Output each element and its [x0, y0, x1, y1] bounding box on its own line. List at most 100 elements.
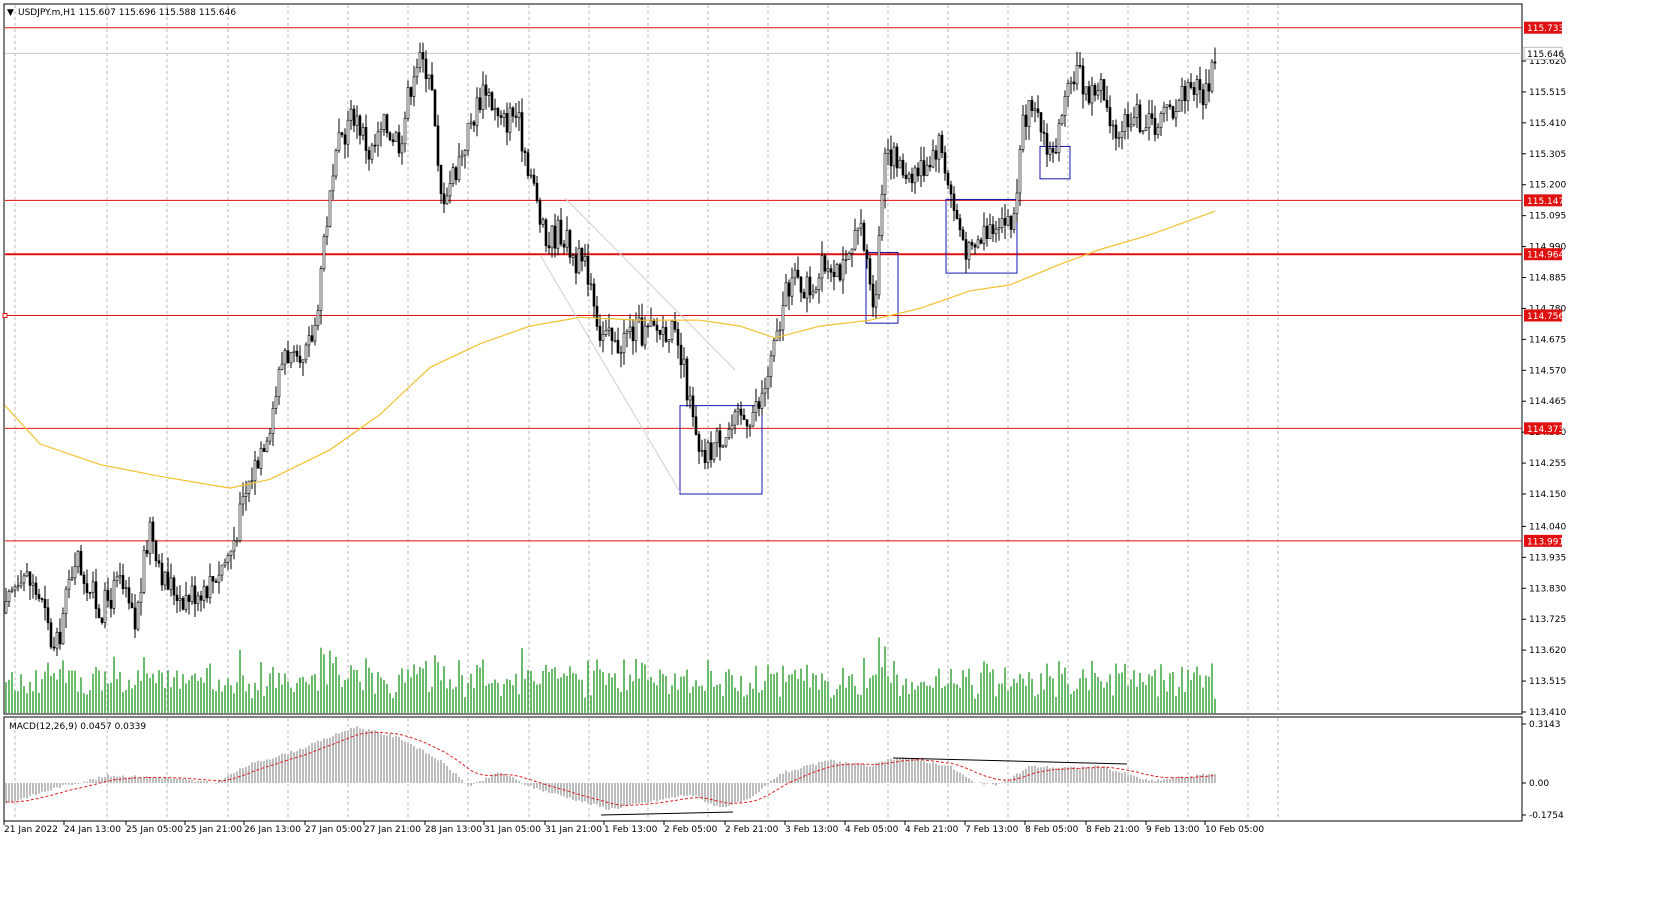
pattern-box-2[interactable] — [865, 251, 899, 324]
candle-body — [715, 430, 719, 444]
price-tick-label: 115.095 — [1529, 212, 1566, 222]
macd-axis: 0.3143 0.00 -0.1754 — [1522, 720, 1564, 821]
candle-body — [1027, 100, 1031, 127]
candle-body — [895, 146, 899, 169]
candle-body — [862, 222, 866, 251]
candle-body — [865, 249, 869, 259]
chart-collapse-icon[interactable]: ▼ — [7, 8, 14, 18]
candle-body — [1054, 151, 1058, 154]
candle-body — [535, 182, 539, 201]
candle-body — [418, 52, 422, 68]
channel-line-lower[interactable] — [539, 254, 681, 493]
candle-body — [34, 582, 38, 595]
candle-body — [952, 193, 956, 211]
candle-body — [118, 575, 122, 578]
candle-body — [235, 540, 239, 543]
candle-body — [697, 434, 701, 452]
candle-body — [925, 164, 929, 176]
time-tick-label: 7 Feb 13:00 — [965, 825, 1019, 835]
candle-body — [241, 496, 245, 505]
candle-body — [448, 183, 452, 197]
candle-body — [589, 283, 593, 286]
price-tick-label: 114.570 — [1529, 366, 1566, 376]
candle-body — [793, 269, 797, 279]
candle-body — [994, 228, 998, 235]
candle-body — [640, 317, 644, 346]
candle-body — [7, 591, 11, 602]
time-tick-label: 27 Jan 05:00 — [305, 825, 362, 835]
candle-body — [190, 585, 194, 602]
candle-body — [1099, 79, 1103, 91]
level-tag-bg — [1524, 309, 1562, 322]
candle-body — [988, 224, 992, 239]
candle-body — [745, 419, 749, 427]
candle-body — [403, 118, 407, 145]
candle-body — [1171, 106, 1175, 119]
candle-body — [472, 121, 476, 126]
time-tick-label: 2 Feb 21:00 — [725, 825, 779, 835]
candle-body — [742, 414, 746, 420]
candle-body — [154, 541, 158, 562]
macd-tick-label: -0.1754 — [1529, 811, 1564, 821]
candle-body — [97, 608, 101, 619]
candle-body — [619, 352, 623, 354]
candle-body — [1090, 84, 1094, 104]
level-tag-bg — [1524, 194, 1562, 207]
pattern-boxes[interactable] — [679, 145, 1071, 495]
pattern-box-3[interactable] — [945, 198, 1018, 274]
candle-body — [1123, 114, 1127, 132]
price-tick-label: 113.620 — [1529, 646, 1566, 656]
candle-body — [532, 174, 536, 184]
candle-body — [130, 602, 134, 609]
candle-body — [814, 289, 818, 293]
candle-body — [850, 248, 854, 254]
candle-body — [175, 594, 179, 601]
volume-bars — [5, 637, 1216, 713]
channel-line-upper[interactable] — [564, 197, 736, 371]
candle-body — [1177, 100, 1181, 112]
candle-body — [1039, 112, 1043, 133]
time-tick-label: 27 Jan 21:00 — [364, 825, 421, 835]
candle-body — [1198, 79, 1202, 91]
trend-lines[interactable] — [539, 197, 736, 493]
candle-body — [481, 84, 485, 110]
horizontal-levels[interactable] — [5, 27, 1522, 542]
candle-body — [604, 330, 608, 335]
candle-body — [622, 333, 626, 353]
candle-body — [658, 330, 662, 335]
candle-body — [256, 460, 260, 469]
pattern-box-4[interactable] — [1039, 145, 1071, 180]
time-tick-label: 31 Jan 05:00 — [484, 825, 541, 835]
candle-body — [13, 586, 17, 591]
candle-body — [1138, 104, 1142, 133]
candle-body — [889, 149, 893, 167]
chart-header: USDJPY.m,H1 115.607 115.696 115.588 115.… — [18, 8, 236, 18]
candle-body — [607, 327, 611, 331]
candle-body — [1135, 104, 1139, 118]
candle-body — [844, 259, 848, 261]
candle-body — [295, 350, 299, 357]
candle-body — [16, 585, 20, 588]
candle-body — [949, 184, 953, 195]
divergence-line-top[interactable] — [892, 757, 1128, 765]
pattern-box-1[interactable] — [679, 405, 763, 495]
candle-body — [847, 253, 851, 260]
price-tick-label: 113.935 — [1529, 553, 1566, 563]
macd-divergence-lines[interactable] — [600, 757, 1128, 816]
candle-body — [394, 132, 398, 143]
candle-body — [160, 562, 164, 586]
candle-body — [205, 586, 209, 599]
candle-body — [511, 107, 515, 117]
candle-body — [691, 395, 695, 418]
candle-body — [442, 193, 446, 205]
candle-body — [1057, 123, 1061, 153]
candle-body — [667, 339, 671, 342]
candle-body — [643, 325, 647, 346]
candle-body — [100, 617, 104, 623]
time-tick-label: 4 Feb 21:00 — [905, 825, 959, 835]
candle-body — [625, 331, 629, 334]
price-tick-label: 115.515 — [1529, 88, 1566, 98]
divergence-line-bottom[interactable] — [600, 811, 734, 816]
candle-body — [802, 292, 806, 299]
